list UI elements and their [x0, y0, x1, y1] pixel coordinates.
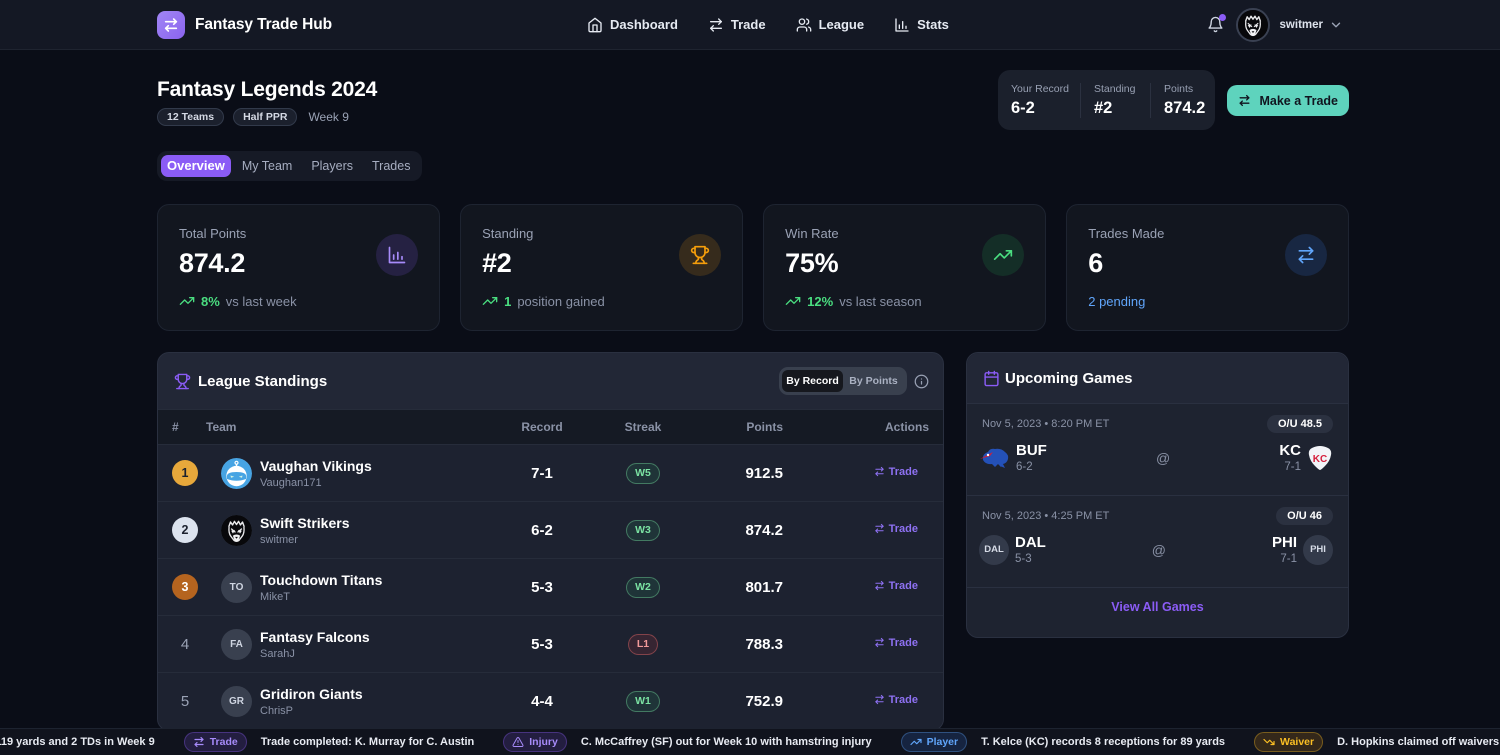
svg-text:KC: KC — [1313, 454, 1327, 465]
